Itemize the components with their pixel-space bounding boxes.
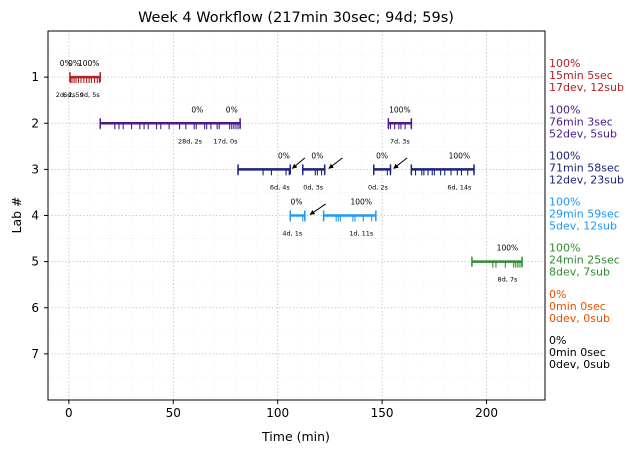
lab-3-summary-line: 12dev, 23sub (549, 173, 624, 186)
lab-3-jump-arrow (328, 157, 343, 169)
chart-title: Week 4 Workflow (217min 30sec; 94d; 59s) (138, 10, 454, 26)
lab-1-summary-line: 15min 5sec (549, 69, 613, 82)
lab-2-percent-label: 0% (191, 105, 203, 114)
lab-4-percent-label: 100% (351, 198, 372, 207)
lab-2-percent-label: 0% (226, 105, 238, 114)
lab-2-duration-label: 28d, 2s (178, 137, 203, 145)
lab-3-percent-label: 0% (311, 151, 323, 160)
lab-1-percent-label: 0% (68, 59, 80, 68)
x-tick-label: 150 (371, 406, 394, 420)
lab-5-summary-line: 8dev, 7sub (549, 266, 610, 279)
y-axis-label: Lab # (9, 196, 24, 233)
lab-1-duration-label: 2d, 2s (56, 91, 77, 99)
x-tick-label: 50 (166, 406, 181, 420)
lab-3-jump-arrow (393, 157, 408, 169)
x-axis-label: Time (min) (261, 429, 330, 444)
lab-3-duration-label: 0d, 2s (368, 183, 389, 191)
y-tick-label: 4 (31, 209, 39, 223)
lab-1-summary-line: 100% (549, 57, 580, 70)
lab-1-duration-label: 9d, 5s (80, 91, 101, 99)
y-tick-label: 3 (31, 162, 39, 176)
lab-3-duration-label: 0d, 3s (303, 183, 324, 191)
y-tick-label: 2 (31, 116, 39, 130)
y-tick-label: 7 (31, 347, 39, 361)
lab-1-percent-label: 100% (78, 59, 99, 68)
lab-6-summary-line: 0dev, 0sub (549, 312, 610, 325)
x-tick-label: 100 (266, 406, 289, 420)
lab-4-summary-line: 5dev, 12sub (549, 220, 617, 233)
x-tick-label: 0 (65, 406, 73, 420)
lab-2-duration-label: 17d, 0s (213, 137, 238, 145)
lab-4-percent-label: 0% (291, 198, 303, 207)
lab-3-jump-arrow (291, 157, 306, 169)
lab-4-duration-label: 4d, 1s (282, 230, 303, 238)
lab-5-summary-line: 24min 25sec (549, 254, 620, 267)
lab-2-summary-line: 100% (549, 103, 580, 116)
lab-4-duration-label: 1d, 11s (349, 230, 374, 238)
lab-3-summary-line: 71min 58sec (549, 161, 620, 174)
lab-4-jump-arrow (309, 203, 327, 215)
y-tick-label: 6 (31, 301, 39, 315)
lab-1-percent-label: 0% (60, 59, 72, 68)
lab-3-summary-line: 100% (549, 149, 580, 162)
x-tick-label: 200 (475, 406, 498, 420)
lab-2-duration-label: 7d, 3s (390, 137, 411, 145)
lab-7-summary-line: 0min 0sec (549, 346, 606, 359)
lab-1-duration-label: 6d, 5s (63, 91, 84, 99)
lab-7-summary-line: 0% (549, 334, 566, 347)
lab-1-summary-line: 17dev, 12sub (549, 81, 624, 94)
lab-3-duration-label: 6d, 4s (270, 183, 291, 191)
lab-5-percent-label: 100% (497, 244, 518, 253)
lab-4-summary-line: 29min 59sec (549, 208, 620, 221)
lab-4-summary-line: 100% (549, 196, 580, 209)
lab-3-percent-label: 0% (376, 151, 388, 160)
y-tick-label: 1 (31, 70, 39, 84)
lab-3-percent-label: 0% (278, 151, 290, 160)
lab-2-percent-label: 100% (389, 105, 410, 114)
lab-6-summary-line: 0min 0sec (549, 300, 606, 313)
axes: 0 50 100 150 200 1 2 3 4 5 6 7 (31, 70, 498, 420)
lab-5-summary-line: 100% (549, 242, 580, 255)
y-tick-label: 5 (31, 255, 39, 269)
lab-2-summary-line: 76min 3sec (549, 115, 613, 128)
lab-6-summary-line: 0% (549, 288, 566, 301)
lab-3-duration-label: 6d, 14s (447, 183, 472, 191)
lab-5-duration-label: 8d, 7s (497, 276, 518, 284)
lab-3-percent-label: 100% (449, 151, 470, 160)
lab-2-summary-line: 52dev, 5sub (549, 127, 617, 140)
lab-7-summary-line: 0dev, 0sub (549, 358, 610, 371)
